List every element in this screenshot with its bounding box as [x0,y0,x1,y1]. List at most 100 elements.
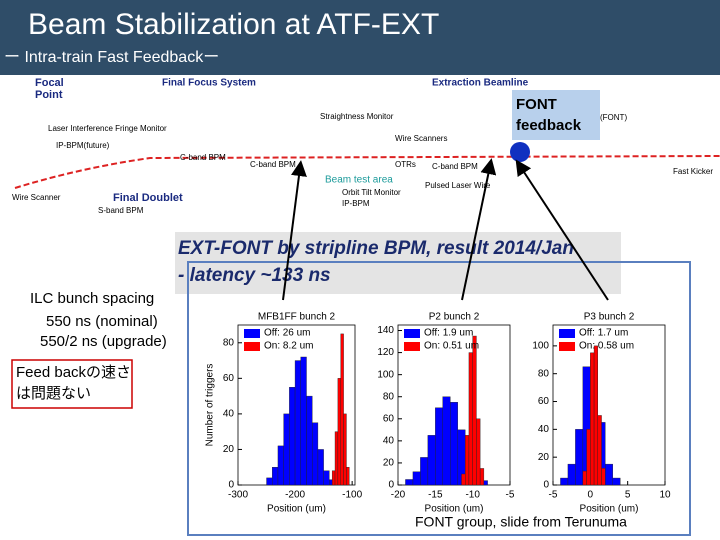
histogram-bar [590,352,595,486]
y-tick-label: 140 [377,325,394,336]
y-tick-label: 60 [223,373,235,384]
histogram-bar [427,435,436,486]
header-band [0,0,720,75]
y-tick-label: 0 [388,480,394,491]
histogram-bar [283,413,290,486]
diagram-label: Orbit Tilt Monitor [342,188,401,197]
histogram-bar [586,429,591,486]
diagram-label: Focal [35,77,64,89]
histogram-bar [337,378,341,486]
x-tick-label: -200 [285,490,305,501]
x-axis-label: Position (um) [580,504,639,515]
legend-swatch [559,329,575,338]
diagram-label: Extraction Beamline [432,78,529,89]
y-tick-label: 100 [377,369,394,380]
diagram-label: Final Focus System [162,78,256,89]
histogram-bar [461,473,466,486]
histogram-bar [306,395,313,486]
x-tick-label: 10 [659,490,671,501]
note-text: 550 ns (nominal) [46,313,158,330]
arrow [282,160,307,301]
y-tick-label: 60 [538,396,550,407]
y-tick-label: 80 [383,391,395,402]
diagram-label: OTRs [395,160,416,169]
y-tick-label: 0 [543,480,549,491]
note-text: は問題ない [16,385,91,402]
legend-label: Off: 26 um [264,328,311,339]
font-box-text: feedback [516,117,582,134]
diagram-label: C-band BPM [250,160,296,169]
diagram-label: Point [35,89,63,101]
diagram-label: Wire Scanners [395,134,447,143]
y-tick-label: 60 [383,413,395,424]
x-tick-label: 0 [588,490,594,501]
diagram-label: Laser Interference Fringe Monitor [48,124,167,133]
y-tick-label: 40 [383,436,395,447]
legend-label: On: 0.58 um [579,341,634,352]
histogram-bar [311,422,319,486]
histogram-bar [343,413,347,486]
histogram-bar [601,468,606,486]
diagram-label: Straightness Monitor [320,112,394,121]
y-tick-label: 80 [538,368,550,379]
y-tick-label: 80 [223,337,235,348]
diagram-label: IP-BPM(future) [56,141,110,150]
y-axis-label: Number of triggers [205,364,216,447]
histogram-bar [597,415,602,486]
histogram-bar [476,418,481,486]
histogram-bar [420,457,429,486]
legend-swatch [244,329,260,338]
footer: FONT group, slide from Terunuma [415,514,627,530]
chart-title: P3 bunch 2 [584,312,635,323]
note-text: ILC bunch spacing [30,290,154,307]
histogram-bar [605,463,613,486]
x-tick-label: -100 [342,490,362,501]
histogram-bar [435,407,444,486]
legend-swatch [244,342,260,351]
histogram-bar [300,356,307,486]
x-tick-label: 5 [625,490,631,501]
x-tick-label: -300 [228,490,248,501]
histogram-bar [317,449,324,486]
result-text: EXT-FONT by stripline BPM, result 2014/J… [178,238,574,259]
x-tick-label: -15 [428,490,443,501]
font-box [512,90,600,140]
histogram-bar [465,435,470,486]
histogram-bar [266,477,273,486]
histogram-bar [560,477,569,486]
feedback-box [11,359,133,409]
y-tick-label: 0 [228,480,234,491]
x-tick-label: -10 [465,490,480,501]
font-box-text: FONT [516,96,557,113]
slide-title: Beam Stabilization at ATF-EXT [28,8,439,41]
y-tick-label: 20 [383,458,395,469]
histogram-bar [294,360,301,486]
x-axis-label: Position (um) [425,504,484,515]
beamline [14,155,720,189]
histogram-bar [582,470,587,486]
histogram-bar [346,467,350,486]
histogram-bar [442,396,451,486]
result-text: - latency ~133 ns [178,265,331,286]
histogram-bar [472,335,477,486]
y-tick-label: 40 [538,424,550,435]
legend-swatch [404,329,420,338]
histogram-bar [331,470,336,486]
histogram-bar [575,429,584,486]
y-tick-label: 20 [223,444,235,455]
histogram-bar [323,470,330,486]
legend-swatch [404,342,420,351]
arrow [461,158,497,301]
diagram-label: Beam test area [325,175,393,186]
histogram-bar [450,402,458,486]
y-tick-label: 100 [532,341,549,352]
diagram-label: (FONT) [600,113,627,122]
legend-label: On: 8.2 um [264,341,313,352]
chart-title: MFB1FF bunch 2 [258,312,336,323]
slide-subtitle: ー Intra-train Fast Feedbackー [4,49,219,66]
note-text: Feed backの速さ [16,364,131,381]
histogram-bar [468,352,473,486]
histogram-bar [277,445,284,486]
histogram-bar [289,387,296,486]
